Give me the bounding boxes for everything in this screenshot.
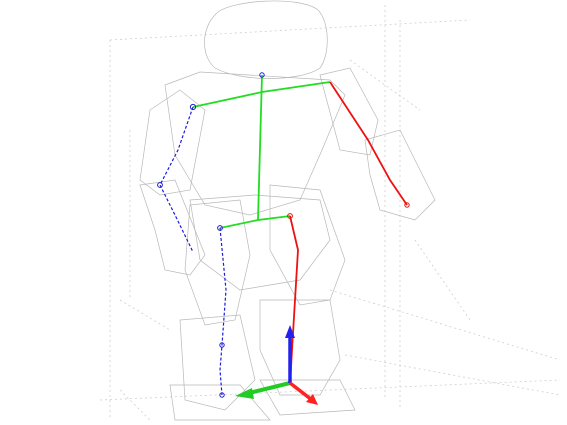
joint-neck <box>259 72 265 78</box>
joint-right-hand <box>404 202 410 208</box>
left-arm-bone <box>159 106 194 253</box>
right-shin-mesh <box>259 299 341 396</box>
origin-axes-gizmo[interactable] <box>235 325 318 405</box>
grid-line <box>344 354 561 396</box>
robot-mesh <box>139 0 436 421</box>
grid-line <box>349 59 421 111</box>
right-arm-bone <box>329 81 408 206</box>
axis-x-arrowhead <box>306 394 318 405</box>
joint-left-shoulder <box>189 103 197 111</box>
left-foot-mesh <box>169 384 271 421</box>
skeleton-joints <box>157 72 410 398</box>
right-forearm-mesh <box>364 129 436 221</box>
left-upper-arm-mesh <box>139 89 206 196</box>
grid-line <box>414 239 471 321</box>
joint-left-elbow <box>157 182 163 188</box>
spine-bone <box>257 74 263 221</box>
joint-right-hip <box>287 213 293 219</box>
shoulder-bone <box>192 81 331 108</box>
right-thigh-mesh <box>269 184 346 306</box>
pelvis-mesh <box>189 194 331 291</box>
left-leg-bone <box>219 227 227 396</box>
axis-z-arrowhead <box>285 325 295 338</box>
grid-line <box>109 19 471 41</box>
grid-line <box>99 379 561 401</box>
grid-line <box>329 289 561 361</box>
torso-mesh <box>164 71 346 216</box>
right-foot-mesh <box>259 379 356 416</box>
axis-x-line <box>288 381 314 402</box>
grid-line <box>119 389 151 421</box>
left-forearm-mesh <box>139 179 206 276</box>
hip-bone <box>219 215 291 229</box>
axis-y-arrowhead <box>235 388 254 399</box>
joint-left-hip <box>217 225 223 231</box>
joint-left-knee <box>219 342 225 348</box>
reference-grid <box>99 5 561 421</box>
joint-left-ankle <box>219 392 225 398</box>
left-thigh-mesh <box>184 199 251 326</box>
grid-line <box>119 299 171 331</box>
head-mesh <box>204 0 328 79</box>
